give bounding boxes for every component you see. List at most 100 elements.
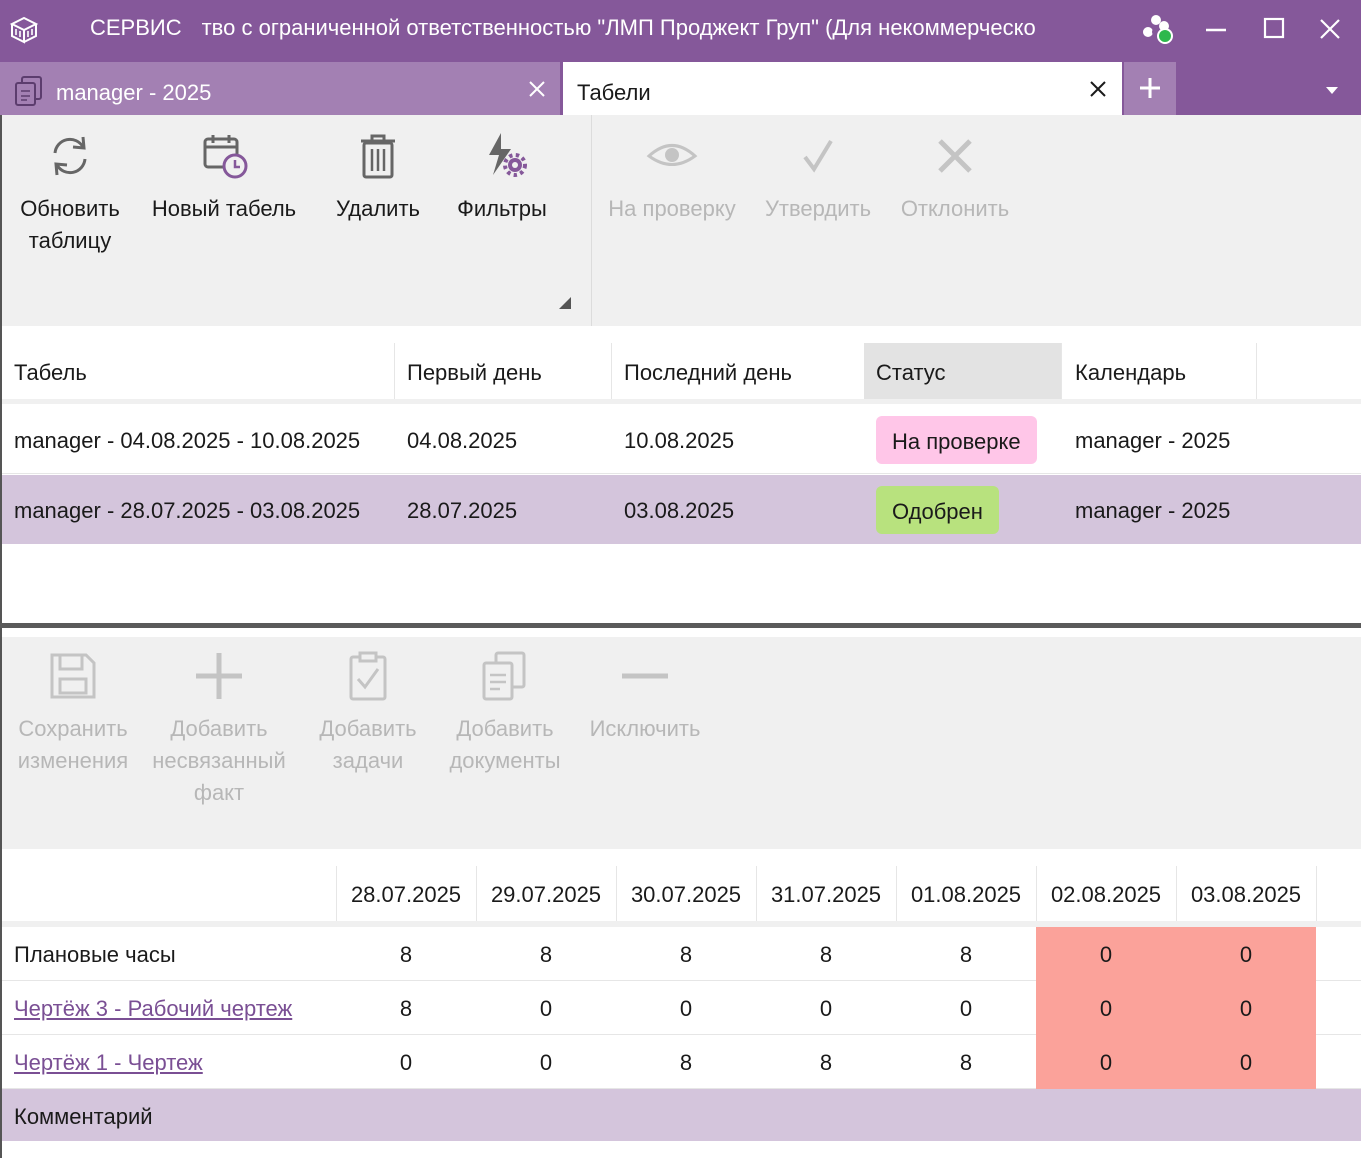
- column-divider[interactable]: [1316, 866, 1317, 921]
- hours-input-cell-weekend[interactable]: 0: [1036, 1035, 1176, 1089]
- comment-row[interactable]: Комментарий: [2, 1089, 1361, 1141]
- status-badge: На проверке: [876, 416, 1037, 464]
- hours-cell-weekend: 0: [1036, 927, 1176, 981]
- hours-input-cell[interactable]: 0: [679, 996, 693, 1021]
- column-divider[interactable]: [611, 343, 612, 399]
- user-status-icon[interactable]: [1140, 12, 1176, 48]
- hours-input-cell-weekend[interactable]: 0: [1176, 981, 1316, 1035]
- hours-input-cell-weekend[interactable]: 0: [1176, 1035, 1316, 1089]
- column-divider[interactable]: [1061, 343, 1062, 399]
- new-timesheet-button[interactable]: Новый табель: [144, 115, 304, 225]
- save-changes-button[interactable]: Сохранить изменения: [6, 637, 140, 777]
- column-divider[interactable]: [476, 866, 477, 921]
- delete-button[interactable]: Удалить: [328, 115, 428, 225]
- cell-calendar: manager - 2025: [1075, 428, 1231, 453]
- hours-input-cell[interactable]: 0: [539, 996, 553, 1021]
- exclude-label: Исключить: [589, 716, 701, 741]
- column-divider[interactable]: [1256, 343, 1257, 399]
- reject-button[interactable]: Отклонить: [892, 115, 1018, 225]
- column-header-date[interactable]: 30.07.2025: [630, 882, 742, 907]
- comment-area[interactable]: [2, 1141, 1361, 1158]
- column-divider[interactable]: [1176, 866, 1177, 921]
- hours-input-cell[interactable]: 0: [819, 996, 833, 1021]
- column-divider[interactable]: [336, 866, 337, 921]
- exclude-button[interactable]: Исключить: [580, 637, 710, 745]
- add-tasks-button[interactable]: Добавить задачи: [312, 637, 424, 777]
- add-unlinked-fact-button[interactable]: Добавить несвязанный факт: [144, 637, 294, 809]
- tab-timesheets[interactable]: Табели: [563, 62, 1122, 115]
- column-header-date[interactable]: 31.07.2025: [770, 882, 882, 907]
- chevron-down-icon[interactable]: [1320, 78, 1344, 102]
- hours-input-cell[interactable]: 0: [959, 996, 973, 1021]
- table-row-selected[interactable]: manager - 28.07.2025 - 03.08.2025 28.07.…: [2, 475, 1361, 544]
- cell-timesheet: manager - 04.08.2025 - 10.08.2025: [14, 428, 361, 453]
- hours-input-cell[interactable]: 8: [399, 996, 413, 1021]
- close-tab-icon[interactable]: [524, 76, 550, 102]
- column-divider[interactable]: [1036, 866, 1037, 921]
- cross-icon: [938, 139, 972, 173]
- new-timesheet-label: Новый табель: [151, 196, 297, 221]
- column-header-first-day[interactable]: Первый день: [407, 360, 542, 385]
- reject-label: Отклонить: [900, 196, 1010, 221]
- hours-input-cell[interactable]: 8: [959, 1050, 973, 1075]
- column-header-date[interactable]: 28.07.2025: [350, 882, 462, 907]
- column-header-date[interactable]: 01.08.2025: [910, 882, 1022, 907]
- tab-manager-calendar[interactable]: manager - 2025: [0, 62, 560, 115]
- approve-button[interactable]: Утвердить: [758, 115, 878, 225]
- hours-input-cell[interactable]: 8: [819, 1050, 833, 1075]
- panel-splitter[interactable]: [0, 623, 1361, 628]
- column-header-timesheet[interactable]: Табель: [14, 360, 87, 385]
- column-divider[interactable]: [896, 866, 897, 921]
- column-divider[interactable]: [394, 343, 395, 399]
- filters-button[interactable]: Фильтры: [450, 115, 554, 225]
- column-header-date[interactable]: 03.08.2025: [1190, 882, 1302, 907]
- filter-settings-icon: [489, 133, 527, 177]
- column-header-status[interactable]: Статус: [864, 343, 1061, 399]
- column-header-last-day[interactable]: Последний день: [624, 360, 792, 385]
- hours-input-cell[interactable]: 0: [399, 1050, 413, 1075]
- save-changes-label: Сохранить изменения: [17, 716, 129, 773]
- add-documents-label: Добавить документы: [449, 716, 561, 773]
- column-header-date[interactable]: 29.07.2025: [490, 882, 602, 907]
- hours-cell: 8: [679, 942, 693, 967]
- refresh-table-label: Обновить таблицу: [20, 196, 120, 253]
- column-divider[interactable]: [756, 866, 757, 921]
- documents-icon: [482, 651, 526, 701]
- close-tab-icon[interactable]: [1085, 76, 1111, 102]
- refresh-table-button[interactable]: Обновить таблицу: [12, 115, 128, 257]
- cell-first-day: 28.07.2025: [407, 498, 518, 523]
- column-header-date[interactable]: 02.08.2025: [1050, 882, 1162, 907]
- hours-input-cell[interactable]: 8: [679, 1050, 693, 1075]
- plus-icon: [1140, 78, 1160, 98]
- refresh-icon: [53, 136, 87, 176]
- close-window-icon[interactable]: [1308, 8, 1352, 52]
- header-separator: [2, 399, 1361, 404]
- cell-calendar: manager - 2025: [1075, 498, 1231, 523]
- timesheet-toolbar: Обновить таблицу Новый табель Удалить Фи…: [2, 115, 1361, 326]
- title-bar: СЕРВИС тво с ограниченной ответственность…: [0, 0, 1361, 62]
- add-tasks-label: Добавить задачи: [319, 716, 417, 773]
- row-label: Плановые часы: [14, 942, 176, 967]
- hours-input-cell-weekend[interactable]: 0: [1036, 981, 1176, 1035]
- window-border: [0, 115, 2, 1158]
- add-documents-button[interactable]: Добавить документы: [440, 637, 570, 777]
- column-divider[interactable]: [616, 866, 617, 921]
- table-row[interactable]: manager - 04.08.2025 - 10.08.2025 04.08.…: [2, 405, 1361, 474]
- tab-bar: manager - 2025 Табели: [0, 62, 1361, 115]
- add-tab-button[interactable]: [1124, 62, 1176, 115]
- filters-label: Фильтры: [457, 196, 547, 221]
- app-logo-icon: [9, 16, 39, 44]
- column-header-calendar[interactable]: Календарь: [1075, 360, 1187, 385]
- maximize-icon[interactable]: [1252, 8, 1296, 52]
- hours-input-cell[interactable]: 0: [539, 1050, 553, 1075]
- task-link[interactable]: Чертёж 3 - Рабочий чертеж: [14, 996, 293, 1021]
- hours-toolbar: Сохранить изменения Добавить несвязанный…: [2, 637, 1361, 849]
- expand-corner-icon[interactable]: [558, 296, 572, 310]
- minimize-icon[interactable]: [1194, 8, 1238, 52]
- clipboard-check-icon: [349, 651, 387, 701]
- to-review-button[interactable]: На проверку: [598, 115, 746, 225]
- window-title-app: СЕРВИС: [90, 15, 182, 40]
- task-link[interactable]: Чертёж 1 - Чертеж: [14, 1050, 203, 1075]
- hours-cell: 8: [399, 942, 413, 967]
- eye-icon: [646, 144, 698, 166]
